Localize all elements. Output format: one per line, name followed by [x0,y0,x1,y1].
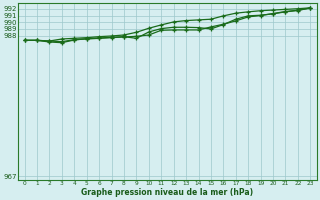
X-axis label: Graphe pression niveau de la mer (hPa): Graphe pression niveau de la mer (hPa) [81,188,253,197]
